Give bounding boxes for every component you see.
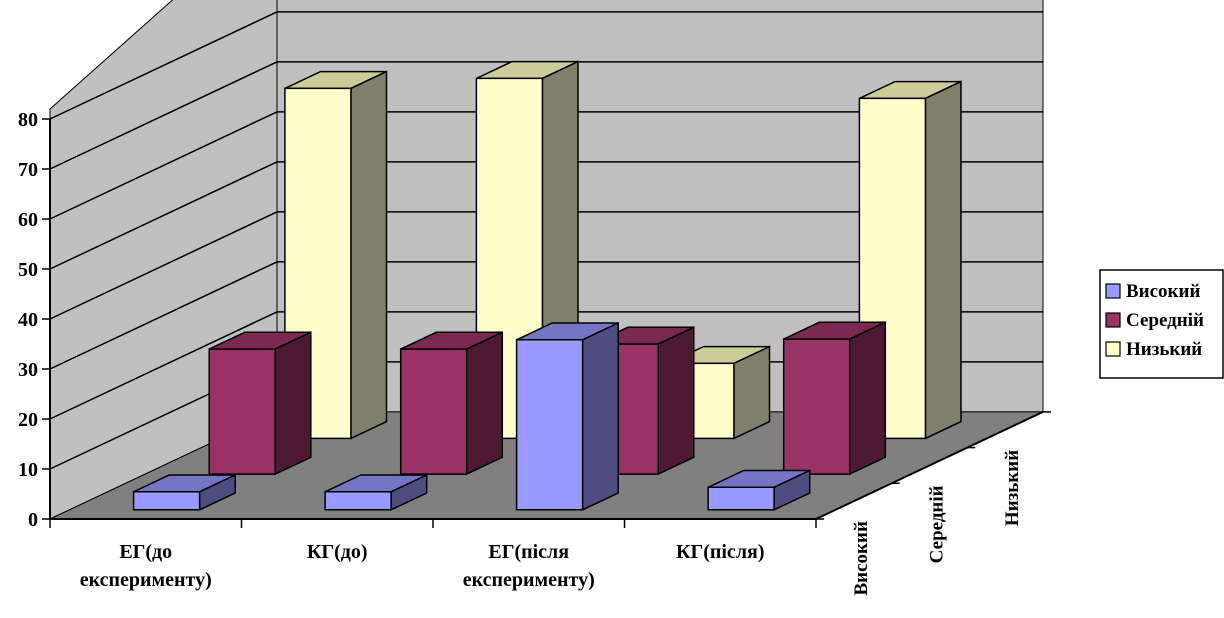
- bar-side: [657, 326, 695, 476]
- depth-category-label: Низький: [1002, 450, 1023, 526]
- bar-side: [924, 80, 962, 440]
- depth-category-label: Середній: [927, 485, 948, 563]
- y-tick-label: 40: [18, 309, 38, 331]
- bar-високий-1: [324, 473, 428, 511]
- bar-високий-0: [132, 473, 236, 511]
- y-tick-label: 20: [18, 409, 38, 431]
- bars: [132, 60, 962, 511]
- legend-swatch: [1105, 283, 1121, 299]
- bar-front: [515, 339, 584, 511]
- gridline-side: [49, 161, 278, 270]
- y-tick-label: 30: [18, 359, 38, 381]
- legend[interactable]: Високий Середній Низький: [1099, 269, 1224, 379]
- bar-front: [208, 348, 276, 475]
- depth-axis: [815, 410, 1044, 520]
- gridline-side: [49, 261, 278, 370]
- bar-середній-0: [208, 331, 312, 476]
- bar-side: [274, 331, 312, 476]
- bar-side: [465, 331, 504, 476]
- x-category-label: ЕГ(до: [119, 541, 172, 563]
- bar-середній-3: [782, 321, 887, 476]
- x-category-label: КГ(після): [676, 541, 765, 563]
- bar-front: [132, 491, 201, 511]
- x-category-label: експерименту): [80, 569, 212, 591]
- legend-label: Низький: [1126, 339, 1202, 360]
- legend-label: Середній: [1126, 310, 1204, 331]
- x-category-label: ЕГ(після: [488, 541, 569, 563]
- bar-front: [782, 338, 851, 475]
- gridline-side: [49, 11, 278, 120]
- x-category-label: КГ(до): [307, 541, 368, 563]
- bar-середній-1: [399, 331, 504, 476]
- depth-category-label: Високий: [851, 521, 872, 595]
- bar-front: [399, 348, 468, 475]
- bar-високий-3: [707, 469, 811, 511]
- gridline-side: [49, 111, 278, 220]
- bar-front: [707, 486, 775, 511]
- legend-swatch: [1105, 312, 1121, 328]
- gridline-side: [49, 61, 278, 170]
- y-tick-label: 80: [18, 109, 38, 131]
- x-category-label: експерименту): [463, 569, 595, 591]
- gridline-side: [49, 211, 278, 320]
- y-tick-label: 70: [18, 159, 38, 181]
- axes: [42, 118, 1051, 528]
- bar-side: [848, 321, 887, 476]
- y-tick-label: 0: [28, 509, 38, 531]
- bar-side: [581, 321, 619, 511]
- bar-високий-2: [515, 321, 619, 511]
- bar-side: [350, 70, 388, 440]
- legend-label: Високий: [1126, 281, 1200, 302]
- y-tick-label: 60: [18, 209, 38, 231]
- legend-swatch: [1105, 341, 1121, 357]
- gridline-side: [49, 311, 278, 420]
- bar-side: [733, 345, 771, 440]
- axis-labels: 0 10 20 30 40 50 60 70 80 ЕГ(до експерименту) КГ(до…: [18, 109, 1023, 596]
- y-tick-label: 50: [18, 259, 38, 281]
- y-tick-label: 10: [18, 459, 38, 481]
- bar-front: [324, 491, 392, 511]
